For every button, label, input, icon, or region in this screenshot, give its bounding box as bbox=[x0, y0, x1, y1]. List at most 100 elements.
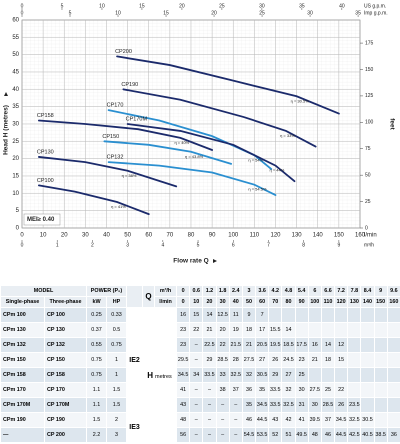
series-label: CP170 bbox=[107, 103, 124, 109]
x-tick-label: 30 bbox=[82, 233, 89, 239]
cell: 32.5 bbox=[281, 397, 296, 413]
cell: CPm 132 bbox=[0, 337, 45, 353]
secondary-tick-label: 2 bbox=[91, 242, 94, 248]
cell: 52 bbox=[268, 427, 283, 443]
cell: 49.5 bbox=[294, 427, 309, 443]
cell: 34 bbox=[189, 367, 204, 383]
header-cell: m³/h bbox=[154, 285, 178, 297]
cell: 14 bbox=[202, 307, 217, 323]
cell: 0.75 bbox=[86, 367, 107, 383]
header-cell: 120 bbox=[334, 296, 349, 308]
cell: – bbox=[189, 397, 204, 413]
y-tick-label: 35 bbox=[12, 104, 19, 110]
secondary-tick-label: 8 bbox=[302, 242, 305, 248]
cell: 18 bbox=[320, 352, 336, 368]
cell bbox=[307, 307, 322, 323]
cell bbox=[373, 322, 388, 338]
secondary-tick-label: 20 bbox=[211, 10, 217, 16]
header-cell: HP bbox=[105, 296, 128, 308]
cell: – bbox=[189, 382, 204, 398]
secondary-tick-label: 9 bbox=[337, 242, 340, 248]
cell: 36 bbox=[386, 427, 400, 443]
header-cell: 3.6 bbox=[255, 285, 270, 297]
cell bbox=[386, 382, 400, 398]
cell bbox=[360, 397, 375, 413]
cell: 2.2 bbox=[86, 427, 107, 443]
y-tick-label: 5 bbox=[16, 208, 20, 214]
cell: 23 bbox=[176, 337, 191, 353]
header-cell: 30 bbox=[215, 296, 230, 308]
cell: 22.5 bbox=[202, 337, 217, 353]
header-cell: 5.4 bbox=[294, 285, 309, 297]
cell: 29 bbox=[202, 352, 217, 368]
class-cell: IE3 bbox=[126, 412, 144, 443]
header-cell: 160 bbox=[386, 296, 400, 308]
cell bbox=[347, 322, 362, 338]
secondary-tick-label: 10 bbox=[115, 10, 121, 16]
cell: – bbox=[189, 412, 204, 428]
cell bbox=[347, 367, 362, 383]
cell: 48 bbox=[307, 427, 322, 443]
cell: CP 100 bbox=[44, 307, 87, 323]
x-tick-label: 130 bbox=[292, 233, 303, 239]
cell bbox=[386, 337, 400, 353]
secondary-tick-label: 7 bbox=[267, 242, 270, 248]
cell bbox=[360, 352, 375, 368]
y-tick-label: 20 bbox=[12, 156, 19, 162]
h-unit: metres bbox=[155, 373, 172, 380]
header-cell: 4.8 bbox=[281, 285, 296, 297]
header-cell: 10 bbox=[189, 296, 204, 308]
cell: 22 bbox=[189, 322, 204, 338]
cell: – bbox=[202, 412, 217, 428]
cell: 37 bbox=[228, 382, 243, 398]
x-tick-label: 80 bbox=[188, 233, 195, 239]
table-row: CPm 170 CP 170 1.1 1.5 41– –38 37 36 35 33.5 32 30 2… bbox=[0, 382, 400, 398]
cell: 30 bbox=[294, 382, 309, 398]
cell: 17.5 bbox=[294, 337, 309, 353]
x-tick-label: 100 bbox=[228, 233, 239, 239]
cell bbox=[320, 367, 336, 383]
cell: 46 bbox=[320, 427, 336, 443]
cell: 44.5 bbox=[255, 412, 270, 428]
secondary-tick-label: 40 bbox=[339, 3, 345, 9]
cell: 44.5 bbox=[334, 427, 349, 443]
cell: – bbox=[228, 397, 243, 413]
secondary-tick-label: 35 bbox=[355, 10, 361, 16]
cell: – bbox=[202, 382, 217, 398]
cell: – bbox=[189, 427, 204, 443]
cell: 7 bbox=[255, 307, 270, 323]
cell bbox=[347, 337, 362, 353]
cell: 27 bbox=[281, 367, 296, 383]
secondary-tick-label: 30 bbox=[307, 10, 313, 16]
header-cell: 2.4 bbox=[228, 285, 243, 297]
header-cell: 6 bbox=[307, 285, 322, 297]
cell bbox=[307, 367, 322, 383]
efficiency-label: η = 54% bbox=[248, 157, 263, 162]
cell: CP 132 bbox=[44, 337, 87, 353]
cell: 48 bbox=[176, 412, 191, 428]
cell: CP 158 bbox=[44, 367, 87, 383]
badge-box bbox=[23, 213, 61, 226]
cell: 0.75 bbox=[86, 352, 107, 368]
header-cell: 1.2 bbox=[202, 285, 217, 297]
cell: 56 bbox=[176, 427, 191, 443]
cell bbox=[360, 367, 375, 383]
x-tick-label: 0 bbox=[20, 233, 24, 239]
cell bbox=[373, 382, 388, 398]
x-axis-title: Flow rate Q bbox=[173, 258, 208, 265]
cell: 21 bbox=[241, 337, 257, 353]
header-cell: 90 bbox=[294, 296, 309, 308]
cell: 26 bbox=[268, 352, 283, 368]
x-tick-label: 110 bbox=[250, 233, 260, 239]
cell: 23 bbox=[176, 322, 191, 338]
cell bbox=[360, 382, 375, 398]
cell: – bbox=[202, 397, 217, 413]
cell: 32 bbox=[241, 367, 257, 383]
table-row: CPm 150 CP 150 0.75 1 29.5–29 28.5 28 27.5 27 26 2… bbox=[0, 352, 400, 368]
cell bbox=[386, 352, 400, 368]
secondary-tick-label: 5 bbox=[69, 10, 72, 16]
cell: 1.1 bbox=[86, 397, 107, 413]
